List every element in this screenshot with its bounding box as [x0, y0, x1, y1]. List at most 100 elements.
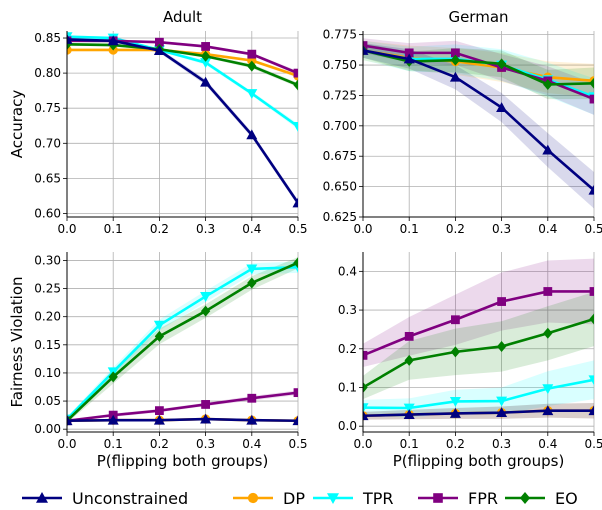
y-tick-label: 0.00 [34, 422, 61, 436]
series-line-tpr [363, 378, 594, 410]
point-eo [496, 340, 507, 352]
y-tick-label: 0.15 [34, 338, 61, 352]
point-unconstrained [200, 413, 212, 424]
point-eo [404, 354, 414, 366]
point-tpr [496, 396, 508, 407]
point-eo [450, 54, 461, 66]
y-tick-label: 0.70 [34, 136, 61, 150]
x-tick-label: 0.3 [492, 222, 511, 236]
point-unconstrained [292, 415, 298, 426]
chart-panel-3: 0.0 0.1 0.2 0.3 0.4 0.5 0.00 0.05 0.10 0.15 0.20 0.… [8, 252, 308, 470]
y-tick-label: 0.2 [338, 342, 357, 356]
point-eo [108, 371, 118, 383]
chart-panel-2: 0.0 0.1 0.2 0.3 0.4 0.5 0.625 0.650 0.675 0.700 0.… [323, 8, 602, 236]
point-tpr [153, 320, 165, 331]
y-tick-label: 0.775 [323, 28, 357, 42]
x-tick-label: 0.5 [288, 222, 307, 236]
chart-title: Adult [163, 8, 202, 26]
series-line-eo [363, 49, 594, 86]
series-lines [363, 287, 594, 421]
x-tick-label: 0.4 [538, 437, 557, 451]
y-tick-label: 0.750 [323, 58, 357, 72]
y-tick-label: 0.10 [34, 366, 61, 380]
legend-item-tpr: TPR [313, 489, 394, 508]
series-lines [67, 257, 298, 427]
point-unconstrained [107, 414, 119, 425]
x-tick-label: 0.2 [446, 437, 465, 451]
x-tick-label: 0.0 [353, 437, 372, 451]
point-fpr [363, 41, 368, 50]
series-line-fpr [67, 391, 298, 423]
point-eo [154, 330, 165, 342]
y-tick-label: 0.25 [34, 282, 61, 296]
point-unconstrained [542, 405, 554, 416]
point-unconstrained [67, 33, 73, 44]
point-fpr [201, 42, 210, 51]
point-eo [247, 60, 257, 72]
y-tick-label: 0.700 [323, 119, 357, 133]
x-axis-label: P(flipping both groups) [97, 452, 269, 470]
series-lines [363, 41, 594, 195]
y-tick-label: 0.75 [34, 101, 61, 115]
legend-marker [247, 492, 259, 504]
series-line-eo [363, 317, 594, 389]
point-tpr [246, 89, 258, 99]
point-unconstrained [363, 410, 369, 421]
x-tick-label: 0.5 [584, 437, 602, 451]
y-tick-label: 0.60 [34, 206, 61, 220]
series-line-unconstrained [67, 417, 298, 423]
point-tpr [200, 292, 212, 302]
y-tick-label: 0.725 [323, 88, 357, 102]
point-unconstrained [246, 129, 258, 140]
series-line-tpr [67, 265, 298, 420]
legend-label: EO [555, 489, 578, 508]
point-tpr [588, 375, 594, 386]
y-tick-label: 0.650 [323, 180, 357, 194]
y-tick-label: 0.0 [338, 419, 357, 433]
point-fpr [451, 315, 460, 325]
point-fpr [451, 48, 460, 58]
x-tick-label: 0.1 [104, 222, 123, 236]
point-unconstrained [403, 409, 415, 419]
y-tick-label: 0.4 [338, 264, 357, 278]
legend-item-fpr: FPR [418, 489, 498, 508]
point-unconstrained [246, 414, 258, 425]
x-axis-label: P(flipping both groups) [393, 452, 565, 470]
y-tick-label: 0.1 [338, 380, 357, 394]
point-eo [293, 79, 298, 91]
x-tick-label: 0.0 [57, 222, 76, 236]
point-unconstrained [542, 144, 554, 155]
point-fpr [293, 388, 298, 398]
band-unconstrained [363, 43, 594, 209]
x-tick-label: 0.5 [584, 222, 602, 236]
series-line-unconstrained [363, 49, 594, 192]
point-unconstrained [292, 197, 298, 208]
point-unconstrained [588, 184, 594, 195]
point-unconstrained [200, 76, 212, 87]
point-eo [363, 381, 368, 393]
point-fpr [404, 48, 414, 58]
point-unconstrained [363, 44, 369, 55]
point-eo [589, 313, 594, 325]
band-eo [363, 291, 594, 400]
point-unconstrained [588, 405, 594, 416]
x-tick-label: 0.0 [57, 437, 76, 451]
point-unconstrained [403, 53, 415, 64]
legend-item-dp: DP [233, 489, 305, 508]
point-fpr [497, 297, 506, 306]
band-fpr [363, 258, 594, 367]
legend-item-eo: EO [505, 489, 578, 508]
y-tick-label: 0.30 [34, 253, 61, 267]
point-eo [496, 58, 507, 70]
series-lines [67, 32, 298, 208]
y-tick-label: 0.675 [323, 149, 357, 163]
series-line-unconstrained [363, 409, 594, 418]
x-tick-label: 0.3 [196, 222, 215, 236]
point-eo [200, 50, 211, 62]
point-eo [293, 257, 298, 269]
point-unconstrained [496, 102, 508, 112]
x-tick-label: 0.2 [446, 222, 465, 236]
legend: Unconstrained DP TPR FPR EO [22, 489, 578, 508]
point-unconstrained [67, 415, 73, 426]
